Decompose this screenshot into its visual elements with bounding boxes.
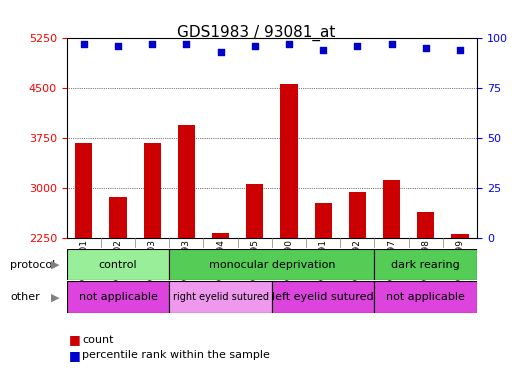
Point <box>353 43 362 50</box>
Bar <box>169 249 374 280</box>
Text: ■: ■ <box>69 333 81 346</box>
Point <box>216 49 225 55</box>
Bar <box>67 249 169 280</box>
Point <box>285 41 293 48</box>
Text: control: control <box>98 260 137 270</box>
Bar <box>281 84 298 384</box>
Point <box>80 41 88 48</box>
Point <box>251 43 259 50</box>
Bar <box>75 143 92 384</box>
Text: percentile rank within the sample: percentile rank within the sample <box>82 350 270 360</box>
Point <box>422 45 430 51</box>
Point <box>456 47 464 53</box>
Bar <box>212 233 229 384</box>
Bar <box>272 281 374 313</box>
Point <box>114 43 122 50</box>
Point <box>148 41 156 48</box>
Bar <box>144 143 161 384</box>
Bar <box>383 180 400 384</box>
Text: dark rearing: dark rearing <box>391 260 460 270</box>
Point <box>387 41 396 48</box>
Text: ▶: ▶ <box>50 260 59 270</box>
Bar <box>109 197 127 384</box>
Bar <box>246 184 263 384</box>
Bar <box>67 281 169 313</box>
Point <box>319 47 327 53</box>
Bar <box>169 281 272 313</box>
Bar <box>314 203 332 384</box>
Text: not applicable: not applicable <box>386 292 465 302</box>
Text: other: other <box>10 292 40 302</box>
Text: monocular deprivation: monocular deprivation <box>209 260 335 270</box>
Bar <box>374 281 477 313</box>
Bar <box>178 125 195 384</box>
Bar <box>417 212 435 384</box>
Bar <box>349 192 366 384</box>
Text: not applicable: not applicable <box>78 292 157 302</box>
Bar <box>374 249 477 280</box>
Text: count: count <box>82 335 113 345</box>
Text: right eyelid sutured: right eyelid sutured <box>172 292 269 302</box>
Text: GDS1983 / 93081_at: GDS1983 / 93081_at <box>177 25 336 41</box>
Bar <box>451 234 468 384</box>
Text: left eyelid sutured: left eyelid sutured <box>272 292 374 302</box>
Text: protocol: protocol <box>10 260 55 270</box>
Point <box>182 41 190 48</box>
Text: ▶: ▶ <box>50 292 59 302</box>
Text: ■: ■ <box>69 349 81 362</box>
